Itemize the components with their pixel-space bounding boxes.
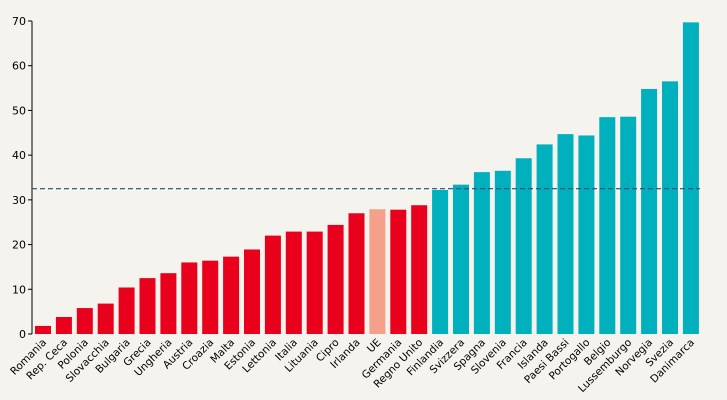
bar — [515, 158, 532, 334]
bar — [181, 262, 198, 334]
bar — [223, 256, 240, 334]
bar — [327, 224, 344, 334]
bar — [285, 231, 302, 334]
bar — [244, 249, 260, 334]
bar — [55, 317, 72, 334]
bars — [35, 22, 699, 334]
bar — [411, 205, 428, 334]
bar — [432, 190, 449, 334]
bar — [494, 170, 511, 334]
bar — [118, 287, 135, 334]
bar — [139, 278, 156, 334]
y-tick-label: 30 — [12, 194, 26, 207]
bar — [662, 81, 678, 334]
bar — [369, 209, 386, 334]
bar — [620, 116, 637, 334]
bar — [682, 22, 699, 334]
y-tick-label: 50 — [12, 104, 26, 117]
bar — [578, 135, 595, 334]
bar — [473, 172, 490, 334]
y-tick-label: 10 — [12, 283, 26, 296]
bar — [557, 134, 574, 334]
y-tick-label: 70 — [12, 15, 26, 28]
bar — [390, 209, 407, 334]
y-tick-label: 60 — [12, 60, 26, 73]
bar — [76, 308, 93, 334]
bar — [453, 184, 469, 334]
bar — [641, 88, 658, 334]
bar — [202, 260, 219, 334]
bar — [599, 117, 616, 334]
bar — [264, 235, 281, 334]
y-tick-label: 20 — [12, 239, 26, 252]
bar — [160, 273, 177, 334]
bar — [306, 231, 323, 334]
bar — [97, 303, 114, 334]
y-tick-label: 40 — [12, 149, 26, 162]
bar — [35, 325, 51, 334]
y-tick-label: 0 — [19, 328, 26, 341]
bar — [348, 213, 365, 334]
y-axis: 0 10 20 30 40 50 60 70 — [12, 15, 33, 341]
bar — [536, 144, 553, 334]
